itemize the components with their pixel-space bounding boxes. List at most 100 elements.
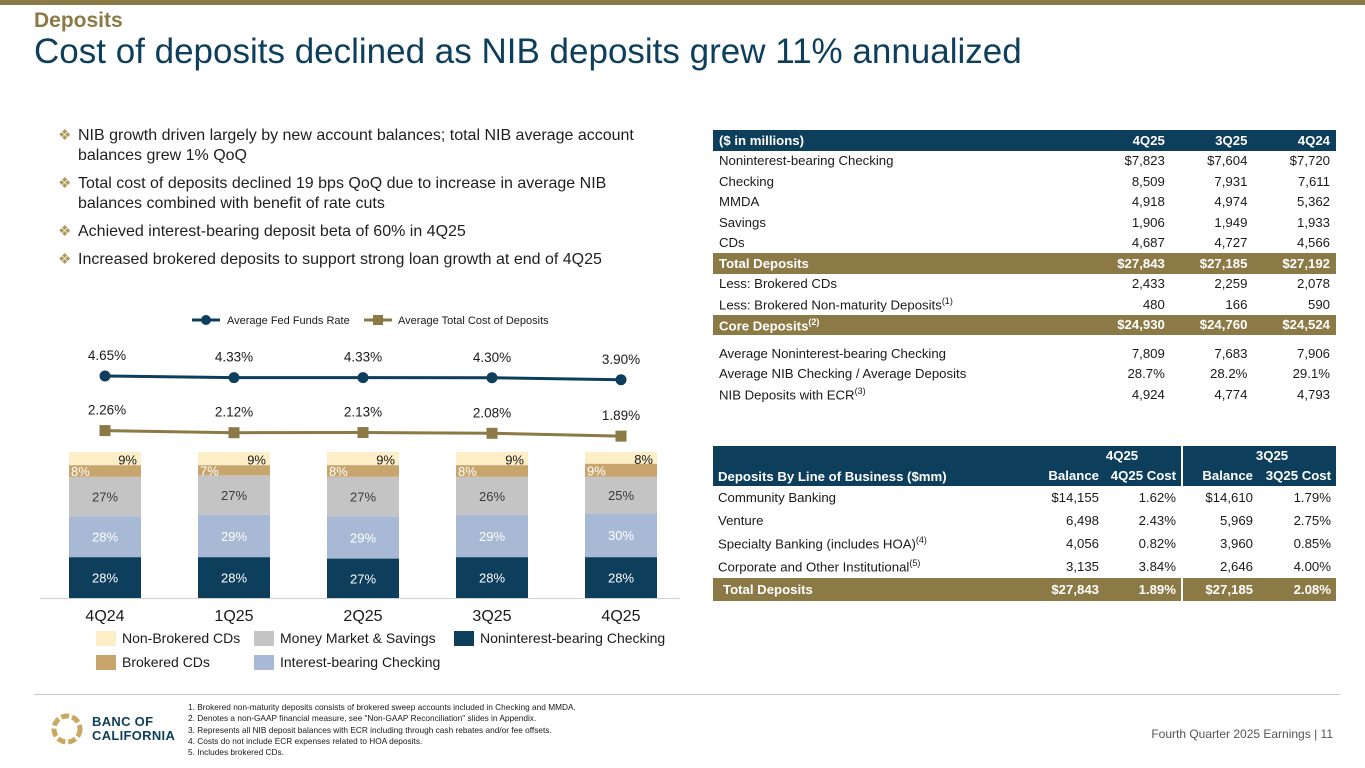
bar-segment (327, 558, 399, 598)
bar-data-label: 26% (479, 489, 505, 504)
value-cell: 4,056 (1065, 536, 1099, 551)
value-cell: 4,687 (1131, 235, 1165, 251)
value-cell: $24,930 (1117, 317, 1165, 333)
value-cell: $27,185 (1199, 255, 1248, 271)
bar-segment (198, 465, 270, 476)
cost-of-deposits-point (228, 427, 240, 439)
table-total-row: Core Deposits(2) $24,930 $24,760 $24,524 (713, 314, 1336, 335)
row-label-text: Less: Brokered Non-maturity Deposits (719, 297, 942, 313)
table-spacer-row (713, 335, 1336, 343)
value-cell: 590 (1307, 296, 1330, 312)
value-cell: $27,192 (1282, 255, 1330, 271)
bar-segment (198, 452, 270, 466)
legend-label: Non-Brokered CDs (122, 630, 241, 646)
fed-funds-point (615, 374, 627, 386)
row-label: Checking (713, 171, 1088, 192)
footnote-ref: (4) (915, 535, 927, 546)
table-row: MMDA 4,918 4,974 5,362 (713, 192, 1336, 213)
row-label-text: MMDA (719, 194, 760, 210)
footer-rule (34, 694, 1340, 695)
row-label: CDs (713, 233, 1088, 254)
bar-segment (585, 557, 657, 598)
value-cell: 0.82% (1138, 536, 1176, 551)
table-row: Specialty Banking (includes HOA)(4) 4,056… (713, 532, 1336, 555)
row-label-text: Average Noninterest-bearing Checking (719, 345, 947, 361)
value-cell (1088, 335, 1171, 343)
row-label: Community Banking (713, 486, 1028, 509)
bar-segment (585, 513, 657, 558)
bar-data-label: 8% (458, 464, 477, 479)
value-cell: 2,646 (1181, 555, 1258, 578)
bar-data-label: 27% (350, 490, 376, 505)
page-title: Cost of deposits declined as NIB deposit… (34, 32, 1022, 71)
header-cell: ($ in millions) (719, 132, 804, 148)
bar-data-label: 28% (608, 571, 634, 586)
bar-segment (69, 557, 141, 598)
value-cell: 29.1% (1292, 366, 1330, 382)
logo-line: BANC OF (92, 714, 154, 729)
logo-line: CALIFORNIA (92, 728, 176, 743)
bar-segment (456, 476, 528, 515)
value-cell: 4,918 (1131, 194, 1165, 210)
table-row: Savings 1,906 1,949 1,933 (713, 212, 1336, 233)
bar-segment (456, 514, 528, 558)
bar-data-label: 27% (350, 571, 376, 586)
row-label-text: Savings (719, 214, 766, 230)
table-row: Corporate and Other Institutional(5) 3,13… (713, 555, 1336, 578)
row-label-text: Checking (719, 173, 774, 189)
diamond-bullet-icon: ❖ (58, 175, 72, 192)
header-cell: Balance (1181, 464, 1258, 486)
cost-of-deposits-point (486, 427, 498, 439)
cost-of-deposits-label: 2.12% (215, 405, 253, 420)
value-cell: 7,931 (1214, 173, 1248, 189)
bar-segment (198, 514, 270, 558)
bar-segment (327, 452, 399, 466)
bar-data-label: 29% (479, 529, 505, 544)
company-logo: BANC OF CALIFORNIA (50, 712, 175, 746)
value-cell: 166 (1225, 296, 1248, 312)
row-label-text: Average NIB Checking / Average Deposits (719, 366, 967, 382)
total-label: Total Deposits (723, 582, 813, 597)
footer-page-info: Fourth Quarter 2025 Earnings | 11 (1151, 727, 1333, 741)
logo-mark-icon (51, 713, 83, 745)
value-cell: 1,949 (1214, 214, 1248, 230)
bar-segment (585, 452, 657, 464)
bar-segment (198, 557, 270, 598)
fed-funds-label: 4.30% (473, 350, 511, 365)
bar-data-label: 8% (71, 464, 90, 479)
value-cell: 5,362 (1296, 194, 1330, 210)
line-of-business-table: 4Q25 3Q25 Deposits By Line of Business (… (713, 446, 1336, 601)
value-cell: 8,509 (1131, 173, 1165, 189)
row-label: Less: Brokered Non-maturity Deposits(1) (713, 294, 1088, 315)
legend-swatch (254, 654, 274, 670)
legend-brokered-cds: Brokered CDs (96, 654, 210, 670)
value-cell: 7,809 (1131, 345, 1165, 361)
header-cell: 3Q25 (1215, 132, 1248, 148)
total-cell: 2.08% (1293, 582, 1331, 597)
lob-period-row: 4Q25 3Q25 (713, 446, 1336, 464)
row-label-text: Specialty Banking (includes HOA) (718, 536, 916, 552)
bullet-text: Increased brokered deposits to support s… (78, 251, 602, 268)
footer-text: Fourth Quarter 2025 Earnings | (1151, 727, 1318, 741)
table-row: Venture 6,498 2.43% 5,969 2.75% (713, 509, 1336, 532)
fed-funds-label: 4.33% (215, 350, 253, 365)
value-cell: 4,566 (1296, 235, 1330, 251)
table-total-row: Total Deposits $27,843 $27,185 $27,192 (713, 253, 1336, 274)
row-label-text: Noninterest-bearing Checking (719, 153, 894, 169)
logo-text: BANC OF CALIFORNIA (92, 715, 175, 743)
row-label: Average Noninterest-bearing Checking (713, 343, 1088, 364)
value-cell (1171, 335, 1254, 343)
value-cell: 28.2% (1210, 366, 1248, 382)
bar-segment (456, 452, 528, 466)
cost-of-deposits-point (357, 427, 369, 439)
footnote-ref: (3) (854, 386, 866, 397)
footnote: 4. Costs do not include ECR expenses rel… (188, 735, 423, 746)
table-row: Average NIB Checking / Average Deposits 2… (713, 364, 1336, 385)
table-row: Less: Brokered Non-maturity Deposits(1) 4… (713, 294, 1336, 315)
bullet-text: Achieved interest-bearing deposit beta o… (78, 223, 466, 240)
value-cell: 4,974 (1214, 194, 1248, 210)
legend-ib-checking: Interest-bearing Checking (254, 654, 440, 670)
fed-funds-point (357, 372, 369, 384)
value-cell: $27,843 (1117, 255, 1165, 271)
diamond-bullet-icon: ❖ (58, 223, 72, 240)
